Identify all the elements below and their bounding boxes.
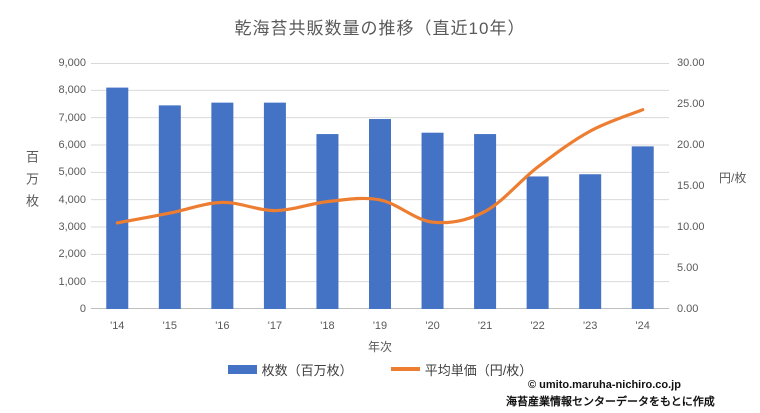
axis-tick: '17 — [267, 320, 283, 332]
axis-tick: 0.00 — [677, 303, 699, 315]
axis-tick: 30.00 — [677, 57, 705, 69]
axis-tick: '24 — [635, 320, 650, 332]
bar-24 — [631, 146, 654, 309]
bar-16 — [211, 102, 234, 309]
legend-label-sheets: 枚数（百万枚） — [261, 362, 353, 378]
axis-tick: 15.00 — [677, 180, 705, 192]
axis-tick: '22 — [530, 320, 545, 332]
axis-tick: '14 — [110, 320, 125, 332]
axis-tick: '23 — [583, 320, 598, 332]
axis-tick: 8,000 — [58, 84, 86, 97]
source-line: 海苔産業情報センターデータをもとに作成 — [506, 396, 715, 408]
x-axis-title: 年次 — [367, 340, 392, 354]
chart-title: 乾海苔共販数量の推移（直近10年） — [234, 19, 526, 38]
legend-label-price: 平均単価（円/枚） — [424, 362, 533, 378]
right-axis-title: 円/枚 — [719, 171, 747, 185]
axis-tick: 4,000 — [58, 193, 86, 206]
line-series-swatch-icon — [390, 367, 420, 371]
bar-19 — [369, 119, 391, 309]
axis-tick: 10.00 — [677, 221, 705, 233]
axis-tick: 9,000 — [58, 57, 86, 69]
plot-area — [91, 63, 669, 309]
credit-line: © umito.maruha-nichiro.co.jp — [528, 379, 681, 391]
axis-tick: '19 — [372, 320, 388, 332]
axis-tick: '20 — [425, 320, 440, 332]
axis-tick: 3,000 — [58, 221, 86, 233]
axis-tick: '18 — [320, 320, 335, 332]
axis-tick: 25.00 — [677, 98, 705, 110]
legend-item-price: 平均単価（円/枚） — [390, 360, 533, 379]
axis-tick: 20.00 — [677, 139, 705, 151]
legend: 枚数（百万枚） 平均単価（円/枚） — [0, 360, 760, 378]
unit-price-line — [115, 108, 645, 225]
left-axis-title: 百万枚 — [24, 150, 39, 216]
axis-tick: 5,000 — [58, 166, 86, 179]
bar-14 — [106, 87, 129, 309]
legend-item-sheets: 枚数（百万枚） — [227, 360, 353, 379]
bar-17 — [263, 102, 286, 309]
axis-tick: 0 — [79, 303, 86, 315]
bar-22 — [526, 176, 549, 309]
bar-series-swatch-icon — [227, 364, 257, 374]
volume-bars — [106, 87, 654, 309]
axis-tick: 7,000 — [58, 111, 86, 124]
bar-21 — [474, 134, 497, 309]
axis-tick: 2,000 — [58, 248, 86, 261]
axis-tick: 5.00 — [677, 262, 699, 274]
axis-tick: 1,000 — [58, 275, 86, 288]
bar-18 — [316, 134, 339, 309]
bar-23 — [579, 174, 602, 309]
axis-tick: '15 — [162, 320, 177, 332]
bar-15 — [158, 105, 181, 309]
axis-tick: '16 — [215, 320, 230, 332]
axis-tick: 6,000 — [58, 139, 86, 151]
axis-tick: '21 — [477, 320, 493, 332]
